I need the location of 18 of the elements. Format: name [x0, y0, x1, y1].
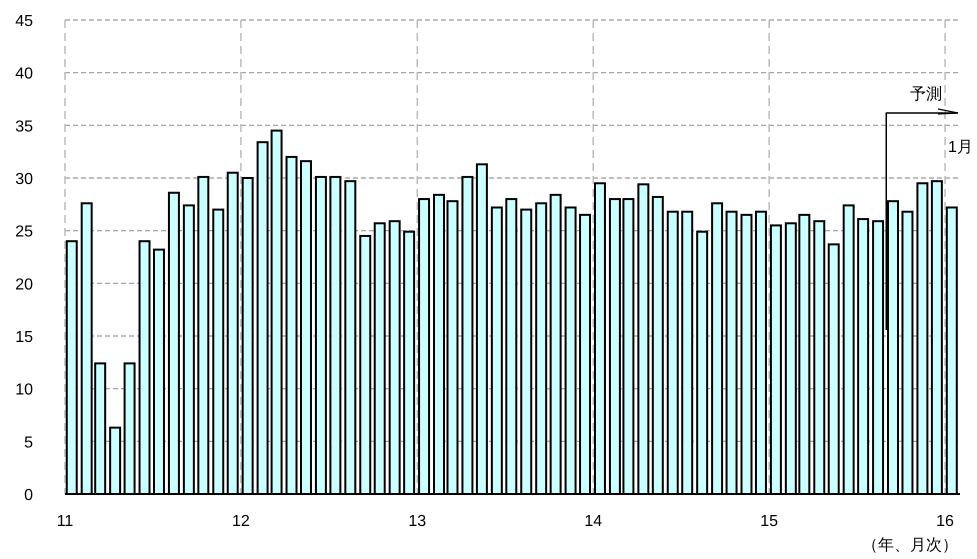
y-tick-label: 15 [15, 329, 34, 346]
x-tick-label: 12 [232, 513, 250, 530]
x-tick-label: 11 [56, 513, 74, 530]
y-tick-label: 45 [15, 13, 34, 30]
x-tick-label: 14 [584, 513, 602, 530]
ref-line-label: 予測 [910, 85, 942, 103]
y-tick-label: 5 [24, 434, 34, 452]
y-tick-label: 0 [24, 487, 34, 504]
x-tick-label: 15 [760, 513, 778, 530]
x-axis-title: （年、月次） [862, 537, 958, 554]
y-tick-label: 20 [15, 276, 34, 294]
y-tick-label: 40 [15, 66, 34, 83]
y-tick-label: 10 [15, 382, 34, 399]
y-tick-label: 35 [15, 118, 34, 136]
y-tick-label: 30 [15, 171, 34, 188]
x-tick-label: 13 [408, 513, 426, 530]
x-tick-label: 16 [936, 513, 954, 530]
y-tick-label: 25 [15, 224, 34, 241]
